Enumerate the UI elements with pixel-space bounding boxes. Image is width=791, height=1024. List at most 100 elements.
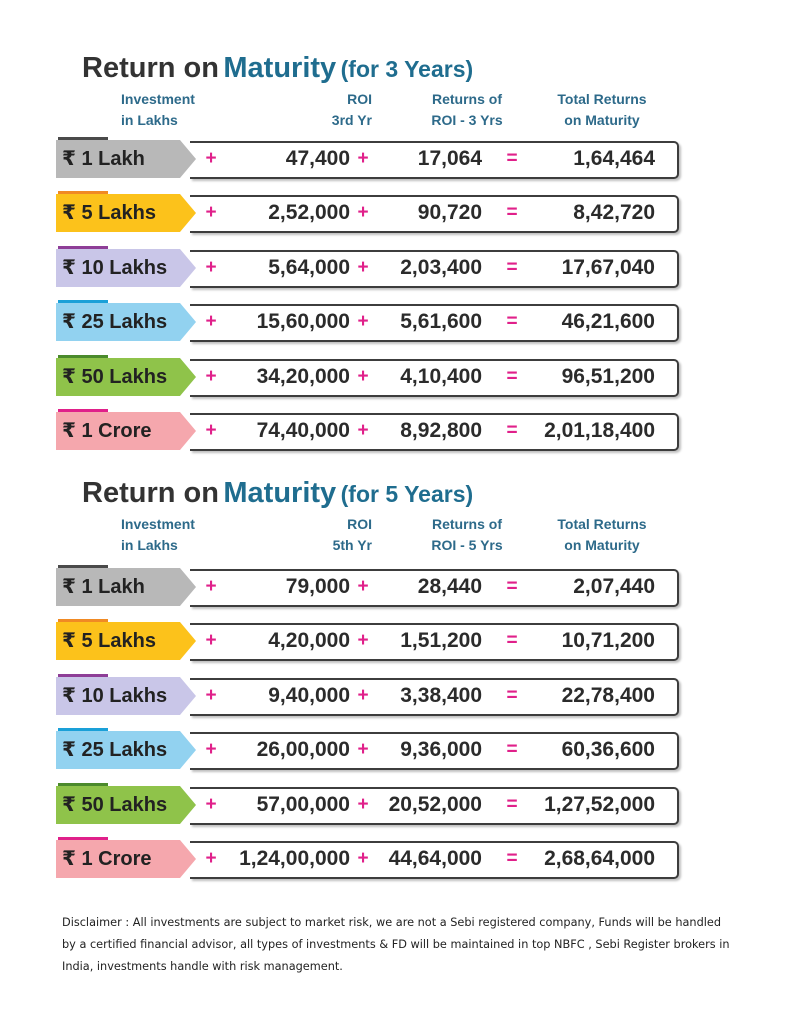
table-row: ₹ 1 Crore +74,40,000 +8,92,800 = 2,01,18,400	[0, 409, 791, 453]
total-returns-value: 1,27,52,000	[544, 793, 655, 816]
plus-sign: +	[205, 148, 217, 169]
plus-sign: +	[205, 257, 217, 278]
investment-label: ₹ 1 Lakh	[56, 140, 196, 178]
investment-label: ₹ 1 Crore	[56, 840, 196, 878]
row-frame	[190, 250, 679, 288]
roi-value: 26,00,000	[256, 738, 350, 761]
plus-sign: +	[357, 366, 369, 387]
header-investment-line2: in Lakhs	[121, 537, 178, 553]
plus-sign: +	[205, 202, 217, 223]
accent-bar	[58, 137, 108, 141]
plus-sign: +	[205, 685, 217, 706]
investment-label: ₹ 10 Lakhs	[56, 249, 196, 287]
total-returns-value: 2,07,440	[573, 575, 655, 598]
row-frame	[190, 732, 679, 770]
table-row: ₹ 1 Crore +1,24,00,000 +44,64,000 = 2,68,64,…	[0, 837, 791, 881]
header-investment: Investment in Lakhs	[121, 89, 195, 131]
plus-sign: +	[357, 794, 369, 815]
equals-sign: =	[506, 202, 518, 223]
investment-label: ₹ 50 Lakhs	[56, 358, 196, 396]
header-investment-line1: Investment	[121, 516, 195, 532]
returns-value: 28,440	[417, 575, 482, 598]
investment-label: ₹ 5 Lakhs	[56, 622, 196, 660]
equals-sign: =	[506, 311, 518, 332]
roi-value: 4,20,000	[268, 629, 350, 652]
header-roi-line1: ROI	[347, 516, 372, 532]
plus-sign: +	[205, 576, 217, 597]
table-row: ₹ 5 Lakhs +2,52,000 +90,720 = 8,42,720	[0, 191, 791, 235]
total-returns-value: 2,68,64,000	[544, 847, 655, 870]
investment-label: ₹ 1 Lakh	[56, 568, 196, 606]
equals-sign: =	[506, 848, 518, 869]
table-row: ₹ 5 Lakhs +4,20,000 +1,51,200 = 10,71,200	[0, 619, 791, 663]
row-frame	[190, 141, 679, 179]
roi-value: 15,60,000	[256, 310, 350, 333]
plus-sign: +	[205, 420, 217, 441]
plus-sign: +	[357, 576, 369, 597]
table-row: ₹ 50 Lakhs +34,20,000 +4,10,400 = 96,51,200	[0, 355, 791, 399]
table-row: ₹ 10 Lakhs +5,64,000 +2,03,400 = 17,67,040	[0, 246, 791, 290]
roi-value: 5,64,000	[268, 256, 350, 279]
returns-value: 2,03,400	[400, 256, 482, 279]
title-part-2: Maturity	[223, 52, 337, 84]
returns-value: 8,92,800	[400, 419, 482, 442]
roi-value: 9,40,000	[268, 684, 350, 707]
returns-value: 9,36,000	[400, 738, 482, 761]
plus-sign: +	[205, 630, 217, 651]
header-returns-line2: ROI - 3 Yrs	[431, 112, 503, 128]
header-returns-line1: Returns of	[432, 516, 502, 532]
header-returns-line2: ROI - 5 Yrs	[431, 537, 503, 553]
equals-sign: =	[506, 739, 518, 760]
title-part-3: (for 5 Years)	[340, 481, 474, 507]
returns-value: 44,64,000	[388, 847, 482, 870]
total-returns-value: 96,51,200	[561, 365, 655, 388]
row-frame	[190, 413, 679, 451]
total-returns-value: 2,01,18,400	[544, 419, 655, 442]
header-roi-line2: 3rd Yr	[331, 112, 372, 128]
table-row: ₹ 25 Lakhs +15,60,000 +5,61,600 = 46,21,600	[0, 300, 791, 344]
total-returns-value: 1,64,464	[573, 147, 655, 170]
accent-bar	[58, 837, 108, 841]
header-investment-line2: in Lakhs	[121, 112, 178, 128]
plus-sign: +	[357, 202, 369, 223]
header-roi: ROI 5th Yr	[288, 514, 372, 556]
total-returns-value: 17,67,040	[561, 256, 655, 279]
equals-sign: =	[506, 685, 518, 706]
total-returns-value: 10,71,200	[561, 629, 655, 652]
accent-bar	[58, 674, 108, 678]
table-row: ₹ 1 Lakh +79,000 +28,440 = 2,07,440	[0, 565, 791, 609]
accent-bar	[58, 300, 108, 304]
accent-bar	[58, 246, 108, 250]
row-frame	[190, 304, 679, 342]
plus-sign: +	[205, 848, 217, 869]
header-roi-line1: ROI	[347, 91, 372, 107]
header-total: Total Returns on Maturity	[543, 89, 661, 131]
plus-sign: +	[205, 794, 217, 815]
header-roi: ROI 3rd Yr	[288, 89, 372, 131]
plus-sign: +	[357, 630, 369, 651]
table-row: ₹ 50 Lakhs +57,00,000 +20,52,000 = 1,27,52,0…	[0, 783, 791, 827]
returns-value: 1,51,200	[400, 629, 482, 652]
equals-sign: =	[506, 148, 518, 169]
header-total-line1: Total Returns	[557, 516, 647, 532]
plus-sign: +	[205, 366, 217, 387]
roi-value: 34,20,000	[256, 365, 350, 388]
equals-sign: =	[506, 794, 518, 815]
total-returns-value: 8,42,720	[573, 201, 655, 224]
accent-bar	[58, 619, 108, 623]
row-frame	[190, 623, 679, 661]
returns-value: 3,38,400	[400, 684, 482, 707]
total-returns-value: 60,36,600	[561, 738, 655, 761]
row-frame	[190, 787, 679, 825]
row-frame	[190, 841, 679, 879]
header-investment-line1: Investment	[121, 91, 195, 107]
row-frame	[190, 569, 679, 607]
title-part-1: Return on	[82, 477, 219, 509]
table-row: ₹ 10 Lakhs +9,40,000 +3,38,400 = 22,78,400	[0, 674, 791, 718]
table-row: ₹ 25 Lakhs +26,00,000 +9,36,000 = 60,36,600	[0, 728, 791, 772]
header-returns: Returns of ROI - 5 Yrs	[411, 514, 523, 556]
title-part-3: (for 3 Years)	[340, 56, 474, 82]
plus-sign: +	[357, 848, 369, 869]
equals-sign: =	[506, 366, 518, 387]
returns-value: 4,10,400	[400, 365, 482, 388]
